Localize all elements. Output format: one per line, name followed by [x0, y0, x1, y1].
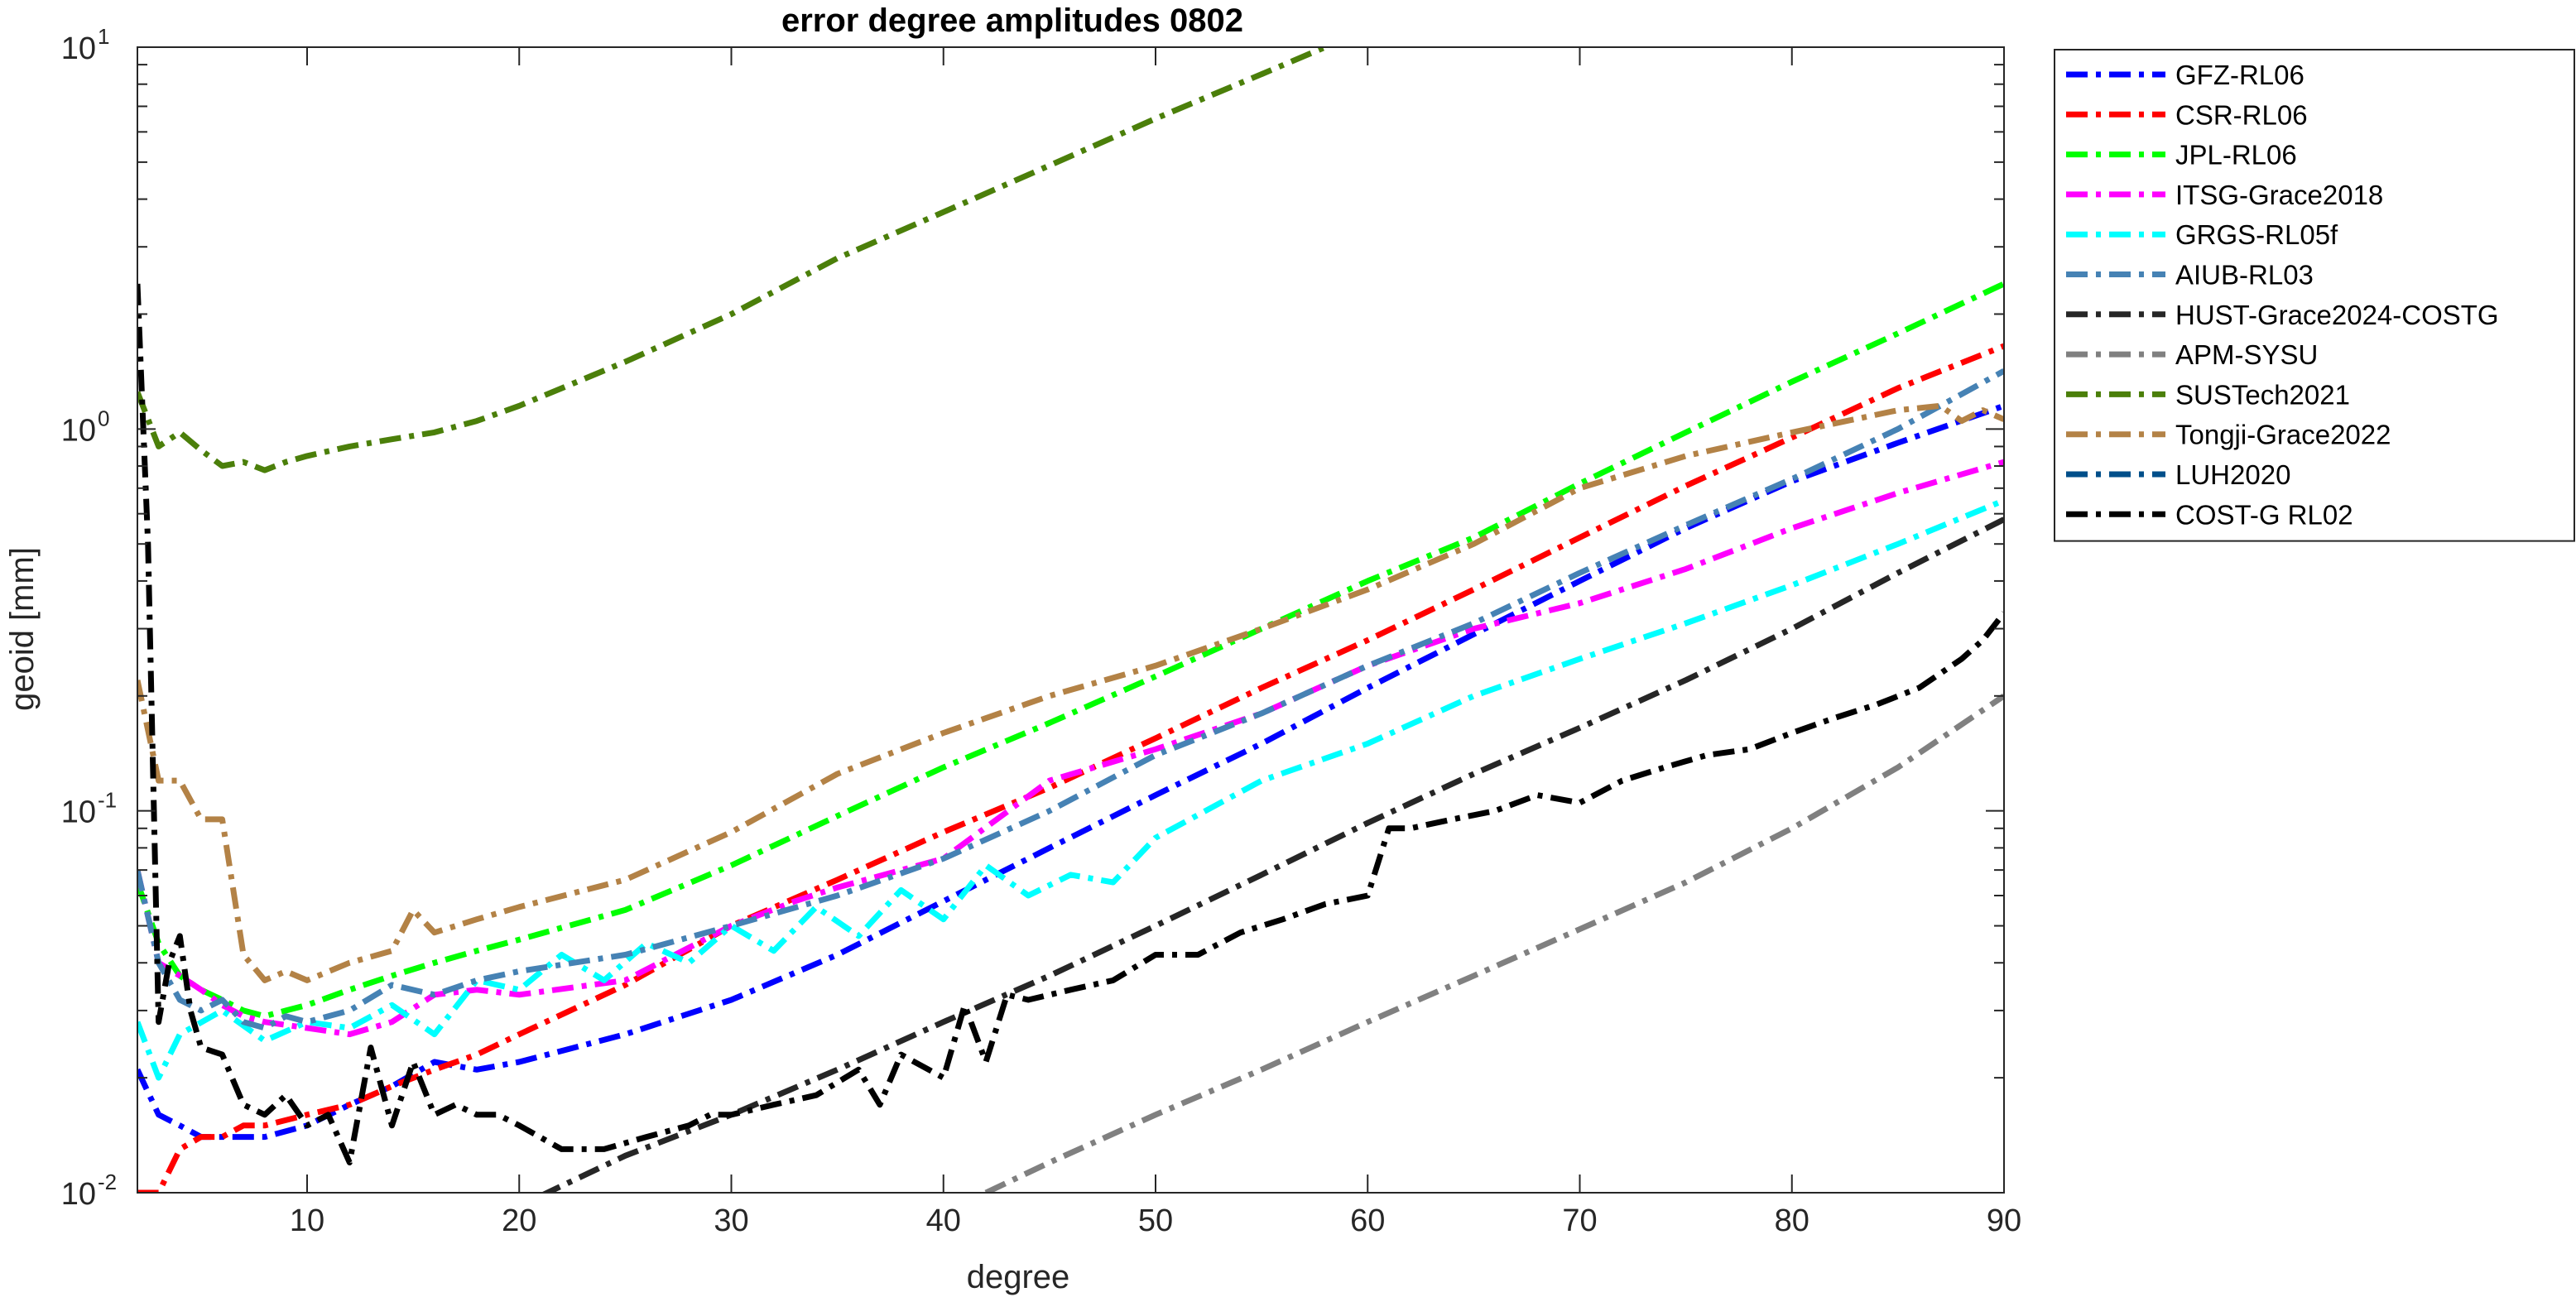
- y-tick-label: 10: [61, 413, 96, 448]
- x-tick-label: 80: [1775, 1203, 1809, 1238]
- series-line-5: [137, 368, 2004, 1031]
- x-tick-label: 60: [1350, 1203, 1385, 1238]
- plot-area: [137, 47, 2004, 1193]
- x-tick-label: 70: [1562, 1203, 1597, 1238]
- legend-label-9: Tongji-Grace2022: [2175, 420, 2391, 450]
- y-tick-label: 10: [61, 31, 96, 66]
- y-tick-exponent: -1: [98, 788, 117, 813]
- legend-label-2: JPL-RL06: [2175, 140, 2297, 171]
- legend-label-4: GRGS-RL05f: [2175, 219, 2338, 250]
- axes-box: [137, 46, 2005, 1194]
- y-tick-exponent: 0: [98, 406, 109, 430]
- y-tick-exponent: -2: [98, 1170, 117, 1194]
- x-tick-label: 40: [926, 1203, 961, 1238]
- legend-label-0: GFZ-RL06: [2175, 60, 2304, 90]
- y-axis-label: geoid [mm]: [4, 547, 41, 711]
- y-tick-label: 10: [61, 795, 96, 830]
- legend: GFZ-RL06 CSR-RL06 JPL-RL06 ITSG-Grace2018 GR…: [2054, 49, 2575, 542]
- legend-label-7: APM-SYSU: [2175, 339, 2318, 370]
- y-tick-exponent: 1: [98, 24, 109, 49]
- legend-label-8: SUSTech2021: [2175, 379, 2350, 410]
- x-tick-label: 50: [1138, 1203, 1173, 1238]
- series-line-0: [137, 402, 2004, 1141]
- series-line-9: [137, 402, 2004, 983]
- legend-label-6: HUST-Grace2024-COSTG: [2175, 300, 2499, 330]
- legend-label-10: LUH2020: [2175, 459, 2290, 490]
- series-line-7: [984, 693, 2004, 1193]
- series-line-4: [137, 497, 2004, 1081]
- legend-label-3: ITSG-Grace2018: [2175, 180, 2383, 210]
- x-tick-label: 20: [502, 1203, 536, 1238]
- series-line-6: [541, 516, 2004, 1193]
- legend-label-11: COST-G RL02: [2175, 499, 2353, 530]
- series-line-3: [137, 459, 2004, 1038]
- y-tick-label: 10: [61, 1177, 96, 1212]
- series-line-1: [137, 343, 2004, 1193]
- series-line-8: [137, 47, 1327, 473]
- legend-label-1: CSR-RL06: [2175, 99, 2308, 130]
- x-tick-label: 10: [290, 1203, 324, 1238]
- legend-box: [2054, 49, 2575, 542]
- legend-label-5: AIUB-RL03: [2175, 260, 2314, 291]
- chart-title: error degree amplitudes 0802: [781, 2, 1243, 39]
- x-tick-label: 90: [1987, 1203, 2021, 1238]
- series-line-11: [137, 283, 2004, 1165]
- series-line-2: [137, 281, 2004, 1020]
- x-axis-label: degree: [967, 1259, 1070, 1295]
- x-tick-label: 30: [714, 1203, 748, 1238]
